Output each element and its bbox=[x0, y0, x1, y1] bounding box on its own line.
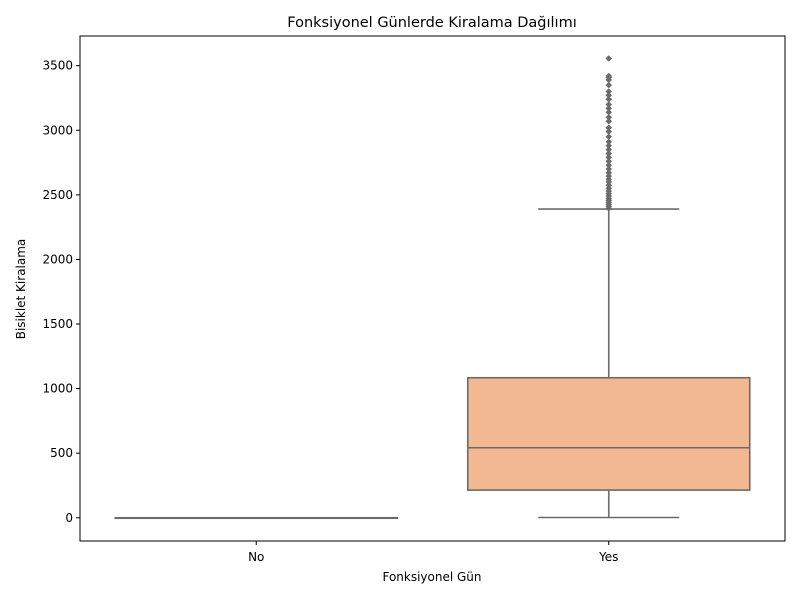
outlier-yes-38 bbox=[605, 55, 613, 62]
outlier-yes-37 bbox=[605, 72, 613, 80]
outlier-yes-30 bbox=[605, 101, 613, 108]
outlier-yes-15 bbox=[605, 165, 613, 173]
outlier-yes-34 bbox=[605, 81, 613, 89]
outlier-yes-29 bbox=[605, 104, 613, 112]
outlier-yes-22 bbox=[605, 138, 613, 146]
outlier-yes-28 bbox=[605, 108, 613, 116]
outlier-yes-21 bbox=[605, 142, 613, 150]
y-tick-label-0: 0 bbox=[65, 511, 73, 525]
outlier-yes-18 bbox=[605, 154, 613, 161]
outlier-yes-31 bbox=[605, 95, 613, 103]
box-yes bbox=[466, 376, 751, 491]
outlier-yes-32 bbox=[605, 92, 613, 99]
outlier-yes-24 bbox=[605, 128, 613, 135]
outlier-yes-25 bbox=[605, 124, 613, 132]
outlier-yes-27 bbox=[605, 114, 613, 121]
outlier-yes-19 bbox=[605, 150, 613, 157]
x-tick-label-yes: Yes bbox=[598, 550, 618, 564]
outlier-yes-20 bbox=[605, 146, 613, 154]
y-tick-label-2500: 2500 bbox=[42, 188, 73, 202]
y-tick-label-3000: 3000 bbox=[42, 123, 73, 137]
chart-title: Fonksiyonel Günlerde Kiralama Dağılımı bbox=[287, 15, 576, 31]
axes-frame bbox=[79, 35, 786, 542]
outlier-yes-17 bbox=[605, 157, 613, 165]
outlier-yes-16 bbox=[605, 161, 613, 169]
y-tick-label-1500: 1500 bbox=[42, 317, 73, 331]
outlier-yes-26 bbox=[605, 117, 613, 125]
x-tick-label-no: No bbox=[248, 550, 264, 564]
outlier-yes-14 bbox=[605, 169, 613, 177]
y-tick-label-3500: 3500 bbox=[42, 59, 73, 73]
outlier-yes-33 bbox=[605, 88, 613, 95]
x-axis-label: Fonksiyonel Gün bbox=[382, 570, 481, 584]
y-tick-label-1000: 1000 bbox=[42, 382, 73, 396]
outlier-yes-23 bbox=[605, 133, 613, 141]
plot-area: 0 500 1000 1500 2000 2500 3000 3500 No Yes bbox=[42, 35, 786, 564]
y-tick-label-2000: 2000 bbox=[42, 252, 73, 266]
y-tick-label-500: 500 bbox=[50, 446, 73, 460]
y-axis-label: Bisiklet Kiralama bbox=[14, 239, 28, 340]
